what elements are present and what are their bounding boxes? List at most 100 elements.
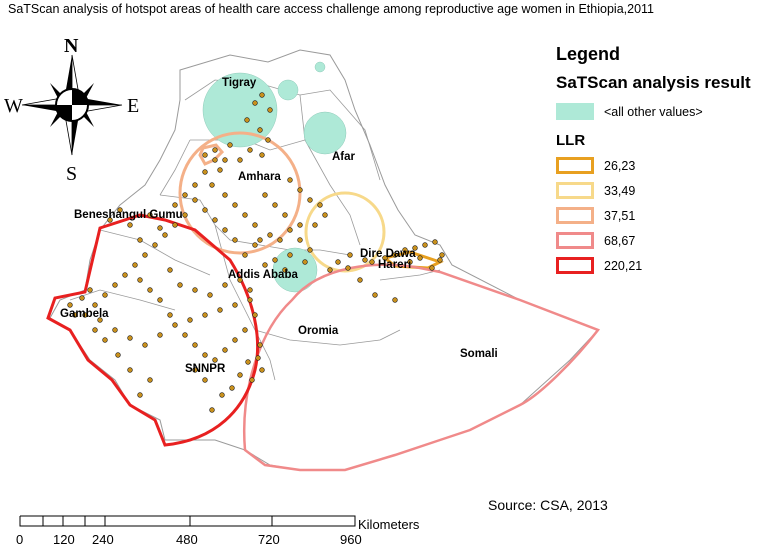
cluster-point <box>112 282 118 288</box>
cluster-point <box>137 277 143 283</box>
cluster-point <box>439 252 445 258</box>
scale-tick-720: 720 <box>258 532 280 546</box>
cluster-point <box>257 342 263 348</box>
cluster-point <box>227 142 233 148</box>
cluster-point <box>257 237 263 243</box>
legend-llr-row: 37,51 <box>556 203 778 228</box>
legend-llr-label: 68,67 <box>604 233 636 248</box>
cluster-point <box>232 337 238 343</box>
cluster-point <box>297 222 303 228</box>
cluster-point <box>212 217 218 223</box>
cluster-point <box>97 317 103 323</box>
cluster-point <box>232 302 238 308</box>
cluster-point <box>202 377 208 383</box>
legend-llr-swatch <box>556 232 594 249</box>
map-title: SaTScan analysis of hotspot areas of hea… <box>8 2 654 16</box>
addis-hotspot <box>272 247 318 293</box>
afar-hotspot-tiny <box>314 61 326 73</box>
cluster-point <box>167 312 173 318</box>
cluster-point <box>147 287 153 293</box>
cluster-point <box>142 252 148 258</box>
cluster-point <box>92 302 98 308</box>
cluster-point <box>172 202 178 208</box>
compass-w: W <box>4 95 23 117</box>
cluster-point <box>209 182 215 188</box>
cluster-point <box>369 259 375 265</box>
legend-llr-swatch <box>556 257 594 274</box>
label-gambela: Gambela <box>60 308 109 320</box>
cluster-point <box>242 212 248 218</box>
cluster-point <box>137 237 143 243</box>
cluster-point <box>272 202 278 208</box>
cluster-point <box>287 177 293 183</box>
cluster-point <box>259 92 265 98</box>
cluster-point <box>407 259 413 265</box>
cluster-point <box>167 267 173 273</box>
cluster-point <box>247 287 253 293</box>
cluster-point <box>244 117 250 123</box>
cluster-point <box>327 267 333 273</box>
label-afar: Afar <box>332 151 356 163</box>
cluster-point <box>429 265 435 271</box>
cluster-point <box>162 232 168 238</box>
cluster-point <box>347 252 353 258</box>
cluster-point <box>147 212 153 218</box>
legend-llr-row: 26,23 <box>556 153 778 178</box>
cluster-point <box>209 407 215 413</box>
cluster-point <box>432 239 438 245</box>
legend-llr-swatch <box>556 182 594 199</box>
cluster-point <box>212 357 218 363</box>
cluster-point <box>142 342 148 348</box>
cluster-point <box>222 282 228 288</box>
cluster-point <box>222 192 228 198</box>
cluster-point <box>247 147 253 153</box>
cluster-point <box>302 259 308 265</box>
cluster-point <box>222 227 228 233</box>
cluster-point <box>237 157 243 163</box>
cluster-point <box>242 252 248 258</box>
cluster-point <box>102 292 108 298</box>
cluster-point <box>87 287 93 293</box>
cluster-point <box>297 187 303 193</box>
cluster-point <box>282 267 288 273</box>
cluster-point <box>437 257 443 263</box>
cluster-point <box>255 355 261 361</box>
llr-circle-33 <box>304 191 386 273</box>
legend-llr-label: 37,51 <box>604 208 636 223</box>
cluster-point <box>172 322 178 328</box>
cluster-point <box>287 227 293 233</box>
legend-title: Legend <box>556 44 621 64</box>
cluster-point <box>287 252 293 258</box>
cluster-point <box>317 202 323 208</box>
cluster-point <box>262 262 268 268</box>
cluster-point <box>212 157 218 163</box>
compass-n: N <box>64 35 79 57</box>
cluster-point <box>222 347 228 353</box>
cluster-point <box>72 312 78 318</box>
cluster-point <box>252 312 258 318</box>
cluster-point <box>152 242 158 248</box>
cluster-point <box>207 292 213 298</box>
cluster-point <box>252 100 258 106</box>
cluster-point <box>79 295 85 301</box>
cluster-point <box>245 359 251 365</box>
legend: Legend SaTScan analysis result <all othe… <box>556 44 778 278</box>
cluster-point <box>192 197 198 203</box>
cluster-point <box>262 192 268 198</box>
cluster-point <box>182 332 188 338</box>
legend-llr-title: LLR <box>556 132 586 149</box>
cluster-point <box>362 257 368 263</box>
cluster-point <box>192 342 198 348</box>
cluster-point <box>372 292 378 298</box>
cluster-point <box>107 217 113 223</box>
cluster-point <box>297 237 303 243</box>
cluster-point <box>247 297 253 303</box>
legend-llr-row: 220,21 <box>556 253 778 278</box>
cluster-point <box>132 262 138 268</box>
cluster-point <box>202 152 208 158</box>
cluster-point <box>192 182 198 188</box>
cluster-point <box>192 367 198 373</box>
cluster-point <box>127 335 133 341</box>
legend-llr-label: 220,21 <box>604 258 643 273</box>
cluster-point <box>312 222 318 228</box>
